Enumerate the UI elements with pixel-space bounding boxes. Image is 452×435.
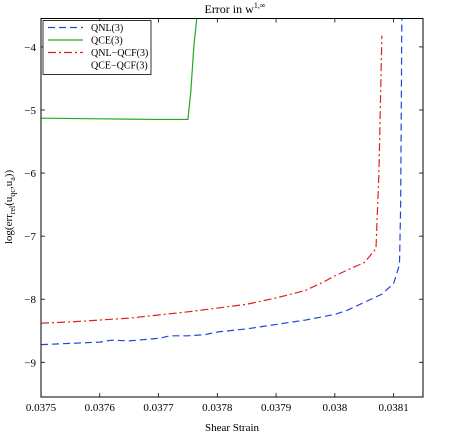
chart-title: Error in w1,∞ <box>204 1 265 16</box>
y-tick-label: −7 <box>24 231 36 243</box>
legend-box <box>42 20 152 75</box>
y-tick-label: −4 <box>24 42 36 54</box>
series-line-1 <box>41 18 403 346</box>
y-label-mid: (u <box>3 196 15 206</box>
legend-label: QNL(3) <box>91 23 123 34</box>
legend-items: QNL(3) QCE(3)QNL−QCF(3) QCE−QCF(3) <box>48 23 148 72</box>
legend: QNL(3) QCE(3)QNL−QCF(3) QCE−QCF(3) <box>42 20 152 75</box>
y-axis-ticks: −9 −8 −7 −6 −5 −4 <box>24 42 423 369</box>
y-tick-label: −9 <box>24 357 36 369</box>
series-line-2 <box>41 18 198 121</box>
chart-title-superscript: 1,∞ <box>254 1 266 10</box>
x-tick-label: 0.0377 <box>143 402 174 414</box>
y-label-sub2: qc <box>8 189 17 197</box>
x-tick-label: 0.0378 <box>202 402 233 414</box>
legend-label: QCE(3) <box>91 36 123 47</box>
x-axis-ticks: 0.0375 0.0376 0.0377 0.0378 0.0379 0.038 0.038… <box>26 18 409 414</box>
y-tick-label: −8 <box>24 294 36 306</box>
x-axis-label: Shear Strain <box>205 422 260 434</box>
series-lines <box>41 18 403 346</box>
y-label-mid2: ,u <box>3 180 15 189</box>
plot-area: 0.0375 0.0376 0.0377 0.0378 0.0379 0.038 0.038… <box>24 18 424 414</box>
x-tick-label: 0.0376 <box>85 402 116 414</box>
y-axis-label: log(errrel(uqc,ua)) <box>3 170 17 245</box>
y-tick-label: −5 <box>24 105 36 117</box>
x-tick-label: 0.0381 <box>378 402 408 414</box>
y-label-end: )) <box>3 170 15 178</box>
x-tick-label: 0.038 <box>322 402 347 414</box>
y-label-main: log(err <box>3 214 15 244</box>
y-label-sub1: rel <box>8 205 17 214</box>
series-line-3 <box>41 35 383 324</box>
chart-title-base: Error in w <box>204 2 254 16</box>
y-tick-label: −6 <box>24 168 36 180</box>
y-label-sub3: a <box>8 177 17 181</box>
legend-label: QCE−QCF(3) <box>91 61 148 72</box>
x-tick-label: 0.0379 <box>261 402 292 414</box>
x-tick-label: 0.0375 <box>26 402 57 414</box>
plot-frame <box>40 18 424 398</box>
legend-label: QNL−QCF(3) <box>91 48 148 59</box>
